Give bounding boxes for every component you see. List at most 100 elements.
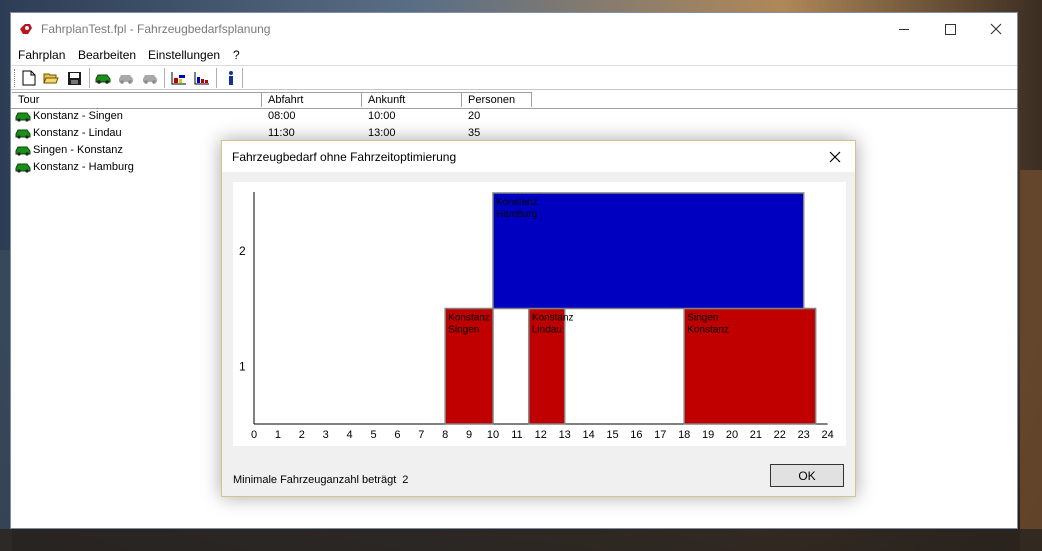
x-tick-label: 4: [347, 429, 353, 441]
open-file-button[interactable]: [41, 68, 61, 88]
chart-button[interactable]: [169, 68, 189, 88]
menu-einstellungen[interactable]: Einstellungen: [148, 48, 221, 62]
x-tick-label: 2: [299, 429, 305, 441]
x-tick-label: 0: [251, 429, 257, 441]
x-tick-label: 20: [726, 429, 738, 441]
desktop-background-bottom: [0, 529, 1042, 551]
close-icon: [990, 23, 1002, 35]
save-button[interactable]: [64, 68, 84, 88]
vehicle-button-disabled-1[interactable]: [116, 68, 136, 88]
table-row[interactable]: Konstanz - Singen 08:00 10:00 20: [11, 108, 1017, 125]
info-icon: [229, 71, 233, 85]
x-tick-label: 17: [654, 429, 666, 441]
ok-button[interactable]: OK: [770, 464, 844, 487]
menu-help[interactable]: ?: [233, 48, 240, 62]
table-row[interactable]: Singen - Konstanz: [11, 142, 1017, 159]
open-folder-icon: [43, 73, 59, 84]
x-tick-label: 5: [370, 429, 376, 441]
y-tick-label: 1: [239, 359, 246, 373]
new-document-button[interactable]: [19, 68, 39, 88]
x-tick-label: 12: [535, 429, 547, 441]
x-tick-label: 11: [511, 429, 522, 441]
bar-label: Konstanz: [532, 313, 574, 324]
table-row[interactable]: Konstanz - Lindau 11:30 13:00 35: [11, 125, 1017, 142]
status-label: Minimale Fahrzeuganzahl beträgt: [233, 474, 397, 486]
title-bar[interactable]: FahrplanTest.fpl - Fahrzeugbedarfsplanun…: [11, 13, 1017, 45]
toolbar-separator: [89, 68, 91, 88]
toolbar: [11, 65, 1017, 90]
column-header-abfahrt[interactable]: Abfahrt: [262, 92, 362, 107]
bar-label: Lindau: [532, 325, 562, 336]
add-vehicle-button[interactable]: [93, 68, 113, 88]
chart-icon: [171, 72, 186, 85]
vehicle-demand-dialog: Fahrzeugbedarf ohne Fahrzeitoptimierung …: [221, 140, 856, 497]
desktop-background-left: [0, 250, 12, 551]
cell-ankunft: 13:00: [368, 127, 396, 139]
bar-chart-button[interactable]: [192, 68, 212, 88]
column-header-tour[interactable]: Tour: [12, 92, 262, 107]
cell-personen: 35: [468, 127, 481, 139]
dialog-title-bar[interactable]: Fahrzeugbedarf ohne Fahrzeitoptimierung: [222, 141, 855, 172]
car-icon: [15, 112, 31, 122]
x-tick-label: 19: [702, 429, 714, 441]
car-icon: [15, 163, 31, 173]
x-tick-label: 16: [630, 429, 642, 441]
x-tick-label: 21: [750, 429, 762, 441]
close-icon: [829, 151, 841, 162]
x-tick-label: 1: [275, 429, 281, 441]
car-icon: [15, 146, 31, 156]
status-value: 2: [402, 474, 409, 486]
cell-abfahrt: 08:00: [268, 110, 296, 122]
chart-bar: [683, 307, 817, 425]
cell-personen: 20: [468, 110, 481, 122]
toolbar-separator: [216, 68, 218, 88]
maximize-button[interactable]: [927, 13, 973, 45]
close-button[interactable]: [973, 13, 1019, 45]
bar-chart-icon: [194, 72, 209, 85]
bar-label: Singen: [448, 325, 479, 336]
status-line: Minimale Fahrzeuganzahl beträgt 2: [233, 474, 408, 486]
desktop-background-right: [1020, 170, 1042, 551]
bar-label: Singen: [687, 313, 718, 324]
dialog-close-button[interactable]: [817, 141, 853, 172]
column-header-ankunft[interactable]: Ankunft: [362, 92, 462, 107]
bar-label: Konstanz: [687, 325, 729, 336]
toolbar-separator: [242, 68, 244, 88]
bar-label: Konstanz: [448, 313, 490, 324]
cell-tour: Konstanz - Singen: [33, 110, 123, 122]
minimize-button[interactable]: [881, 13, 927, 45]
bar-label: Konstanz: [496, 197, 538, 208]
minimize-icon: [899, 28, 909, 30]
list-header: Tour Abfahrt Ankunft Personen: [11, 91, 1017, 109]
column-header-personen[interactable]: Personen: [462, 92, 532, 107]
menu-bearbeiten[interactable]: Bearbeiten: [78, 48, 137, 62]
cell-tour: Singen - Konstanz: [33, 144, 123, 156]
toolbar-grip[interactable]: [14, 69, 17, 87]
maximize-icon: [944, 23, 956, 35]
chart-canvas: 0 1 2 3 4 5 6 7 8 9 10 11 12 13 14 15 16 17 18 19 20 21 22 23 24…: [239, 192, 834, 441]
dialog-title: Fahrzeugbedarf ohne Fahrzeitoptimierung: [232, 150, 457, 164]
window-title: FahrplanTest.fpl - Fahrzeugbedarfsplanun…: [41, 22, 271, 36]
info-button[interactable]: [221, 68, 241, 88]
menu-fahrplan[interactable]: Fahrplan: [18, 48, 66, 62]
x-tick-label: 3: [323, 429, 329, 441]
chart-bar: [528, 307, 566, 425]
new-document-icon: [22, 70, 36, 86]
x-tick-label: 13: [559, 429, 571, 441]
vehicle-button-disabled-2[interactable]: [140, 68, 160, 88]
x-tick-label: 23: [798, 429, 810, 441]
table-row[interactable]: Konstanz - Hamburg: [11, 159, 1017, 176]
x-tick-label: 8: [442, 429, 448, 441]
x-tick-label: 14: [582, 429, 594, 441]
cell-ankunft: 10:00: [368, 110, 396, 122]
save-disk-icon: [67, 71, 81, 85]
car-icon: [95, 74, 111, 84]
x-tick-label: 10: [487, 429, 499, 441]
car-disabled-icon: [119, 75, 133, 84]
cell-tour: Konstanz - Hamburg: [33, 161, 134, 173]
x-tick-label: 18: [678, 429, 690, 441]
cell-abfahrt: 11:30: [268, 127, 295, 139]
toolbar-separator: [164, 68, 166, 88]
menu-bar: Fahrplan Bearbeiten Einstellungen ?: [11, 45, 1017, 65]
x-tick-label: 24: [821, 429, 833, 441]
